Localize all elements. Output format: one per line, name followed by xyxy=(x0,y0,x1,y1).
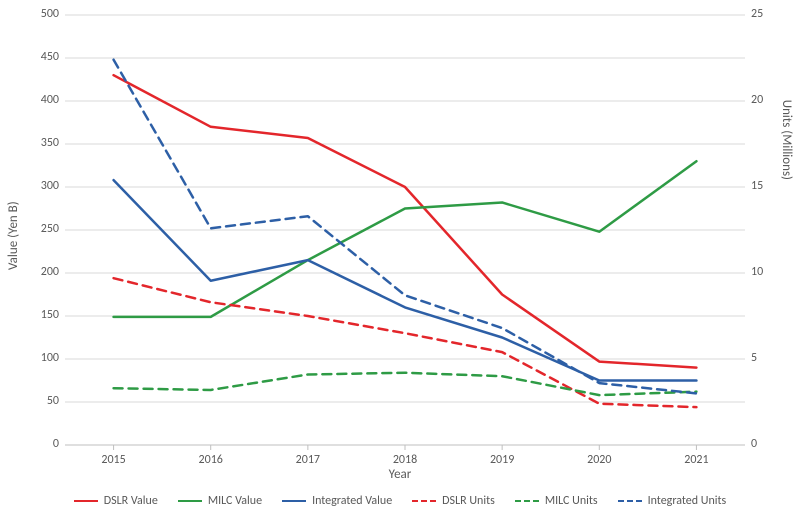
tick-label: 200 xyxy=(41,265,59,279)
x-label: Year xyxy=(0,467,800,482)
tick-label: 150 xyxy=(41,308,59,322)
tick-label: 2018 xyxy=(385,453,425,467)
legend-item-dslr-value: DSLR Value xyxy=(74,494,158,508)
legend-label: DSLR Value xyxy=(104,494,158,508)
legend-swatch xyxy=(412,500,436,502)
tick-label: 10 xyxy=(751,265,763,279)
tick-label: 400 xyxy=(41,93,59,107)
tick-label: 250 xyxy=(41,222,59,236)
y-left-label: Value (Yen B) xyxy=(6,201,21,270)
legend-label: Integrated Value xyxy=(312,494,392,508)
tick-label: 2017 xyxy=(288,453,328,467)
legend-swatch xyxy=(515,500,539,502)
legend-label: DSLR Units xyxy=(442,494,495,508)
tick-label: 2015 xyxy=(94,453,134,467)
tick-label: 2019 xyxy=(482,453,522,467)
tick-label: 350 xyxy=(41,136,59,150)
tick-label: 2020 xyxy=(579,453,619,467)
tick-label: 2016 xyxy=(191,453,231,467)
tick-label: 500 xyxy=(41,7,59,21)
tick-label: 0 xyxy=(751,437,757,451)
legend-swatch xyxy=(282,500,306,502)
tick-label: 20 xyxy=(751,93,763,107)
tick-label: 50 xyxy=(47,394,59,408)
tick-label: 100 xyxy=(41,351,59,365)
tick-label: 25 xyxy=(751,7,763,21)
legend-item-milc-units: MILC Units xyxy=(515,494,598,508)
legend-swatch xyxy=(74,500,98,502)
tick-label: 2021 xyxy=(676,453,716,467)
y-right-label: Units (Millions) xyxy=(779,100,794,180)
legend-item-integrated-units: Integrated Units xyxy=(618,494,727,508)
plot-svg xyxy=(0,0,800,512)
tick-label: 0 xyxy=(53,437,59,451)
legend: DSLR Value MILC Value Integrated Value D… xyxy=(0,494,800,508)
tick-label: 15 xyxy=(751,179,763,193)
legend-swatch xyxy=(178,500,202,502)
tick-label: 300 xyxy=(41,179,59,193)
legend-swatch xyxy=(618,500,642,502)
legend-label: MILC Value xyxy=(208,494,262,508)
tick-label: 450 xyxy=(41,50,59,64)
legend-label: Integrated Units xyxy=(648,494,727,508)
legend-item-milc-value: MILC Value xyxy=(178,494,262,508)
tick-label: 5 xyxy=(751,351,757,365)
legend-item-dslr-units: DSLR Units xyxy=(412,494,495,508)
legend-item-integrated-value: Integrated Value xyxy=(282,494,392,508)
legend-label: MILC Units xyxy=(545,494,598,508)
camera-market-chart: Value (Yen B) Units (Millions) Year DSLR… xyxy=(0,0,800,512)
